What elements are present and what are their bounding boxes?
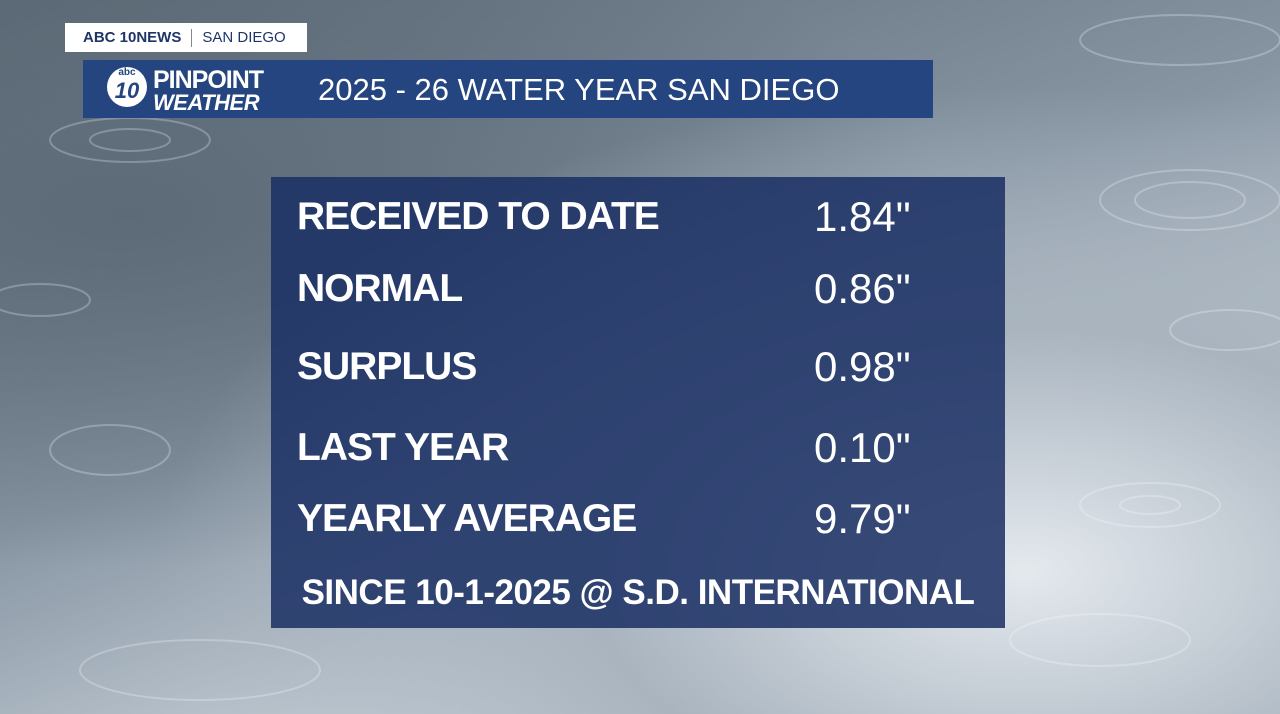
header-bar: abc 10 PINPOINT WEATHER 2025 - 26 WATER … [83, 60, 933, 118]
row-label: SURPLUS [297, 345, 477, 388]
badge-top: abc [118, 67, 136, 78]
logo-badge: abc 10 [107, 67, 147, 107]
row-value: 1.84" [814, 193, 911, 240]
row-value: 0.98" [814, 343, 911, 390]
stats-panel: SINCE 10-1-2025 @ S.D. INTERNATIONAL REC… [271, 177, 1005, 628]
location: SAN DIEGO [202, 29, 286, 46]
network: ABC 10NEWS [83, 29, 182, 46]
separator [191, 28, 193, 47]
row-label: RECEIVED TO DATE [297, 195, 660, 238]
row-label: YEARLY AVERAGE [297, 497, 637, 540]
row-label: LAST YEAR [297, 426, 509, 469]
logo-line1: PINPOINT [153, 66, 264, 94]
row-label: NORMAL [297, 267, 463, 310]
badge-number: 10 [114, 78, 140, 103]
network-tag: ABC 10NEWS SAN DIEGO [65, 23, 307, 52]
row-value: 9.79" [814, 495, 911, 542]
logo-line2: WEATHER [153, 90, 260, 115]
title: 2025 - 26 WATER YEAR SAN DIEGO [318, 72, 840, 107]
row-value: 0.10" [814, 424, 911, 471]
row-value: 0.86" [814, 265, 911, 312]
footer: SINCE 10-1-2025 @ S.D. INTERNATIONAL [301, 573, 975, 612]
